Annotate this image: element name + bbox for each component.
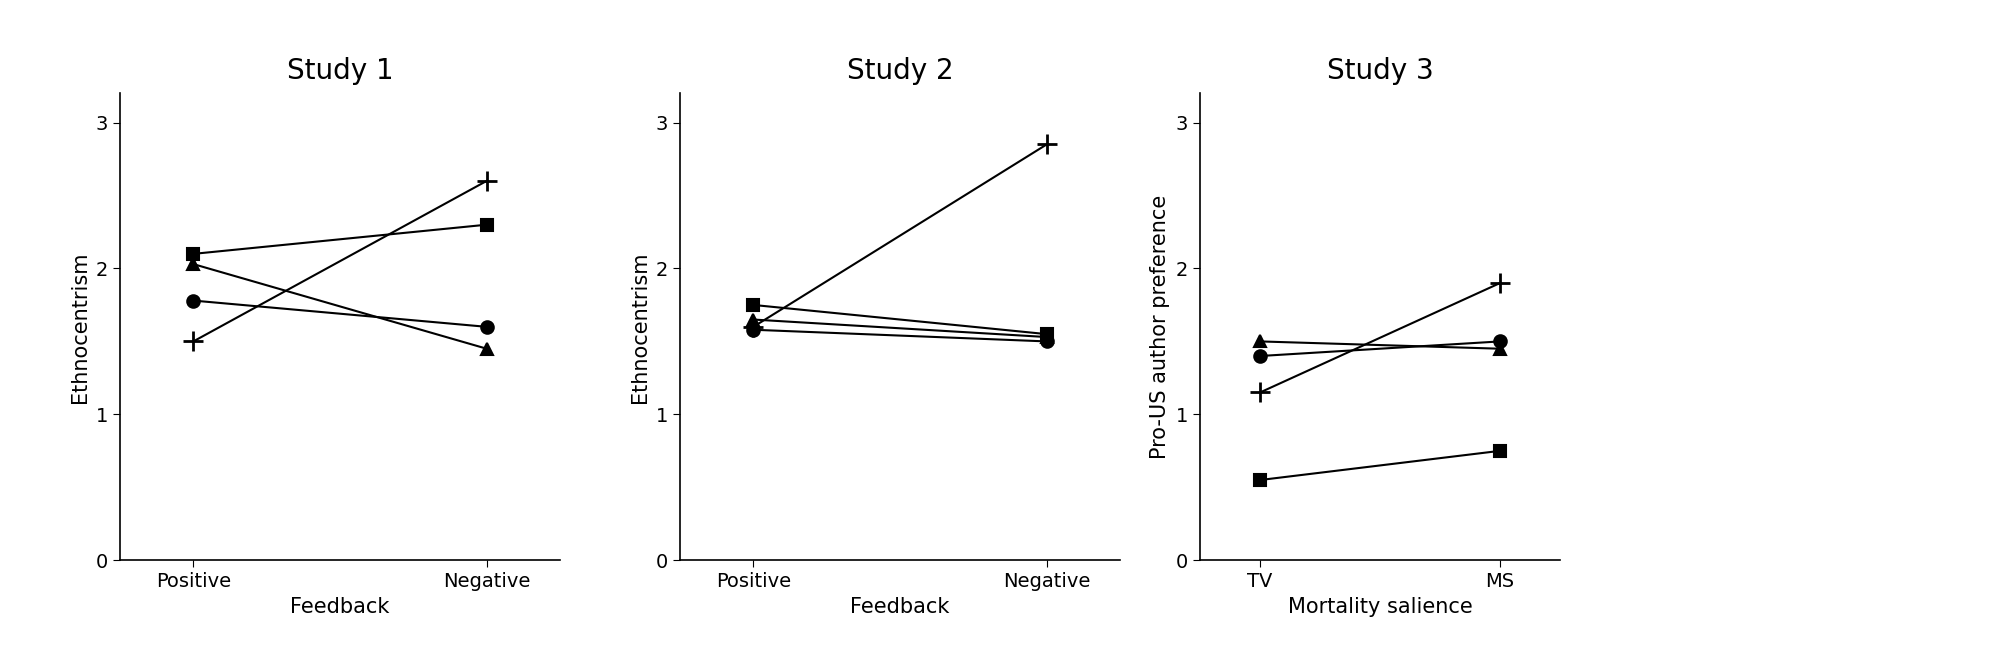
Legend: low BIS, low BAS, low BIS, high BAS, high BIS, low BAS, high BIS, high BAS: low BIS, low BAS, low BIS, high BAS, hig… <box>1614 217 1946 437</box>
X-axis label: Feedback: Feedback <box>850 597 950 616</box>
Y-axis label: Ethnocentrism: Ethnocentrism <box>630 251 650 403</box>
Title: Study 1: Study 1 <box>286 57 394 85</box>
Y-axis label: Ethnocentrism: Ethnocentrism <box>70 251 90 403</box>
X-axis label: Mortality salience: Mortality salience <box>1288 597 1472 616</box>
Title: Study 3: Study 3 <box>1326 57 1434 85</box>
Title: Study 2: Study 2 <box>846 57 954 85</box>
Y-axis label: Pro-US author preference: Pro-US author preference <box>1150 195 1170 459</box>
X-axis label: Feedback: Feedback <box>290 597 390 616</box>
